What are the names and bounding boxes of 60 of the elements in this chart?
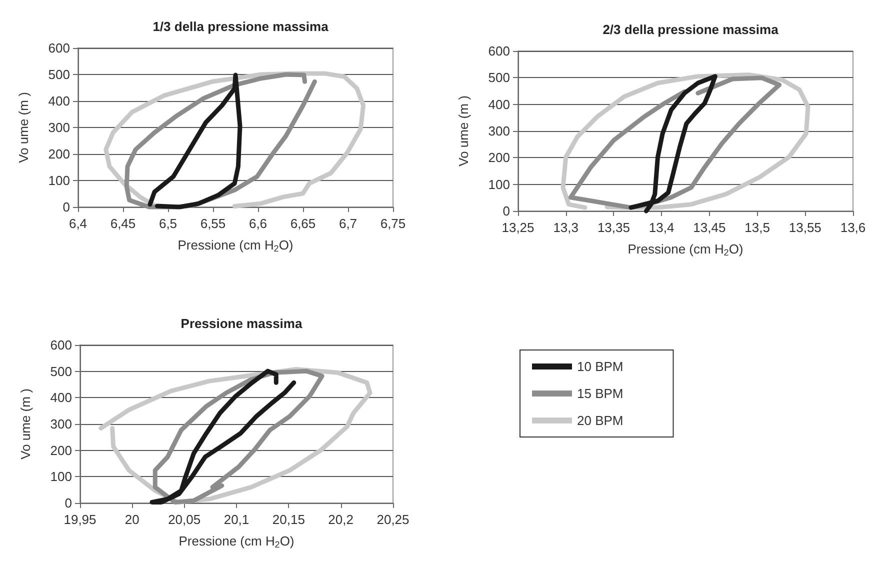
x-tick-label: 20,1 [224, 512, 250, 527]
line-series [148, 72, 242, 210]
x-tick-label: 13,55 [788, 220, 822, 235]
x-tick-label: 13,35 [597, 220, 630, 235]
x-tick-label: 20,25 [376, 512, 410, 527]
line-series [568, 76, 782, 210]
y-tick-label: 300 [488, 124, 510, 138]
chart-title: 1/3 della pressione massima [152, 19, 330, 34]
x-tick-label: 13,6 [840, 220, 866, 235]
y-tick-label: 200 [50, 442, 72, 458]
x-tick-label: 20,2 [328, 512, 354, 527]
y-tick-label: 500 [48, 67, 70, 82]
x-tick-label: 20 [124, 512, 140, 527]
x-tick-label: 6,45 [110, 216, 136, 231]
y-tick-label: 100 [488, 176, 510, 192]
x-tick-label: 6,75 [380, 216, 406, 231]
legend-label: 15 BPM [577, 386, 624, 401]
y-tick-label: 600 [50, 338, 72, 352]
x-tick-label: 6,65 [290, 216, 316, 231]
x-tick-label: 6,4 [68, 216, 88, 231]
chart-title: 2/3 della pressione massima [602, 22, 780, 37]
legend-label: 20 BPM [577, 413, 624, 428]
chart-title: Pressione massima [180, 316, 303, 331]
y-tick-label: 400 [48, 94, 70, 108]
x-tick-label: 20,05 [168, 512, 201, 527]
y-axis-title: Vo ume (m ) [18, 388, 33, 460]
y-tick-label: 300 [48, 120, 70, 135]
x-tick-label: 6,7 [338, 216, 358, 231]
y-tick-label: 100 [48, 173, 70, 188]
y-tick-label: 600 [48, 40, 70, 56]
x-tick-label: 13,45 [693, 220, 726, 235]
y-tick-label: 200 [488, 150, 510, 166]
line-series [150, 368, 296, 504]
x-tick-label: 13,5 [744, 220, 770, 235]
x-tick-label: 6,55 [200, 216, 226, 231]
line-series [104, 71, 366, 208]
y-tick-label: 400 [50, 390, 72, 406]
y-tick-label: 100 [50, 469, 72, 484]
x-tick-label: 6,5 [158, 216, 178, 231]
x-tick-label: 20,15 [272, 512, 305, 527]
line-series [560, 72, 810, 210]
y-tick-label: 500 [488, 70, 510, 86]
y-tick-label: 0 [502, 204, 510, 218]
y-tick-label: 0 [64, 496, 72, 510]
x-tick-label: 13,25 [502, 220, 534, 235]
x-tick-label: 19,95 [64, 512, 96, 527]
y-axis-title: Vo ume (m ) [456, 96, 471, 166]
x-tick-label: 13,4 [648, 220, 674, 235]
y-tick-label: 300 [50, 416, 72, 432]
x-tick-label: 6,6 [248, 216, 268, 231]
x-tick-label: 13,3 [553, 220, 579, 235]
y-tick-label: 500 [50, 364, 72, 379]
y-tick-label: 0 [62, 200, 70, 214]
y-tick-label: 600 [488, 44, 510, 58]
y-tick-label: 200 [48, 146, 70, 162]
y-tick-label: 400 [488, 96, 510, 112]
legend-label: 10 BPM [577, 359, 624, 374]
line-series [628, 74, 718, 214]
line-series [152, 368, 324, 504]
y-axis-title: Vo ume (m ) [16, 92, 31, 163]
